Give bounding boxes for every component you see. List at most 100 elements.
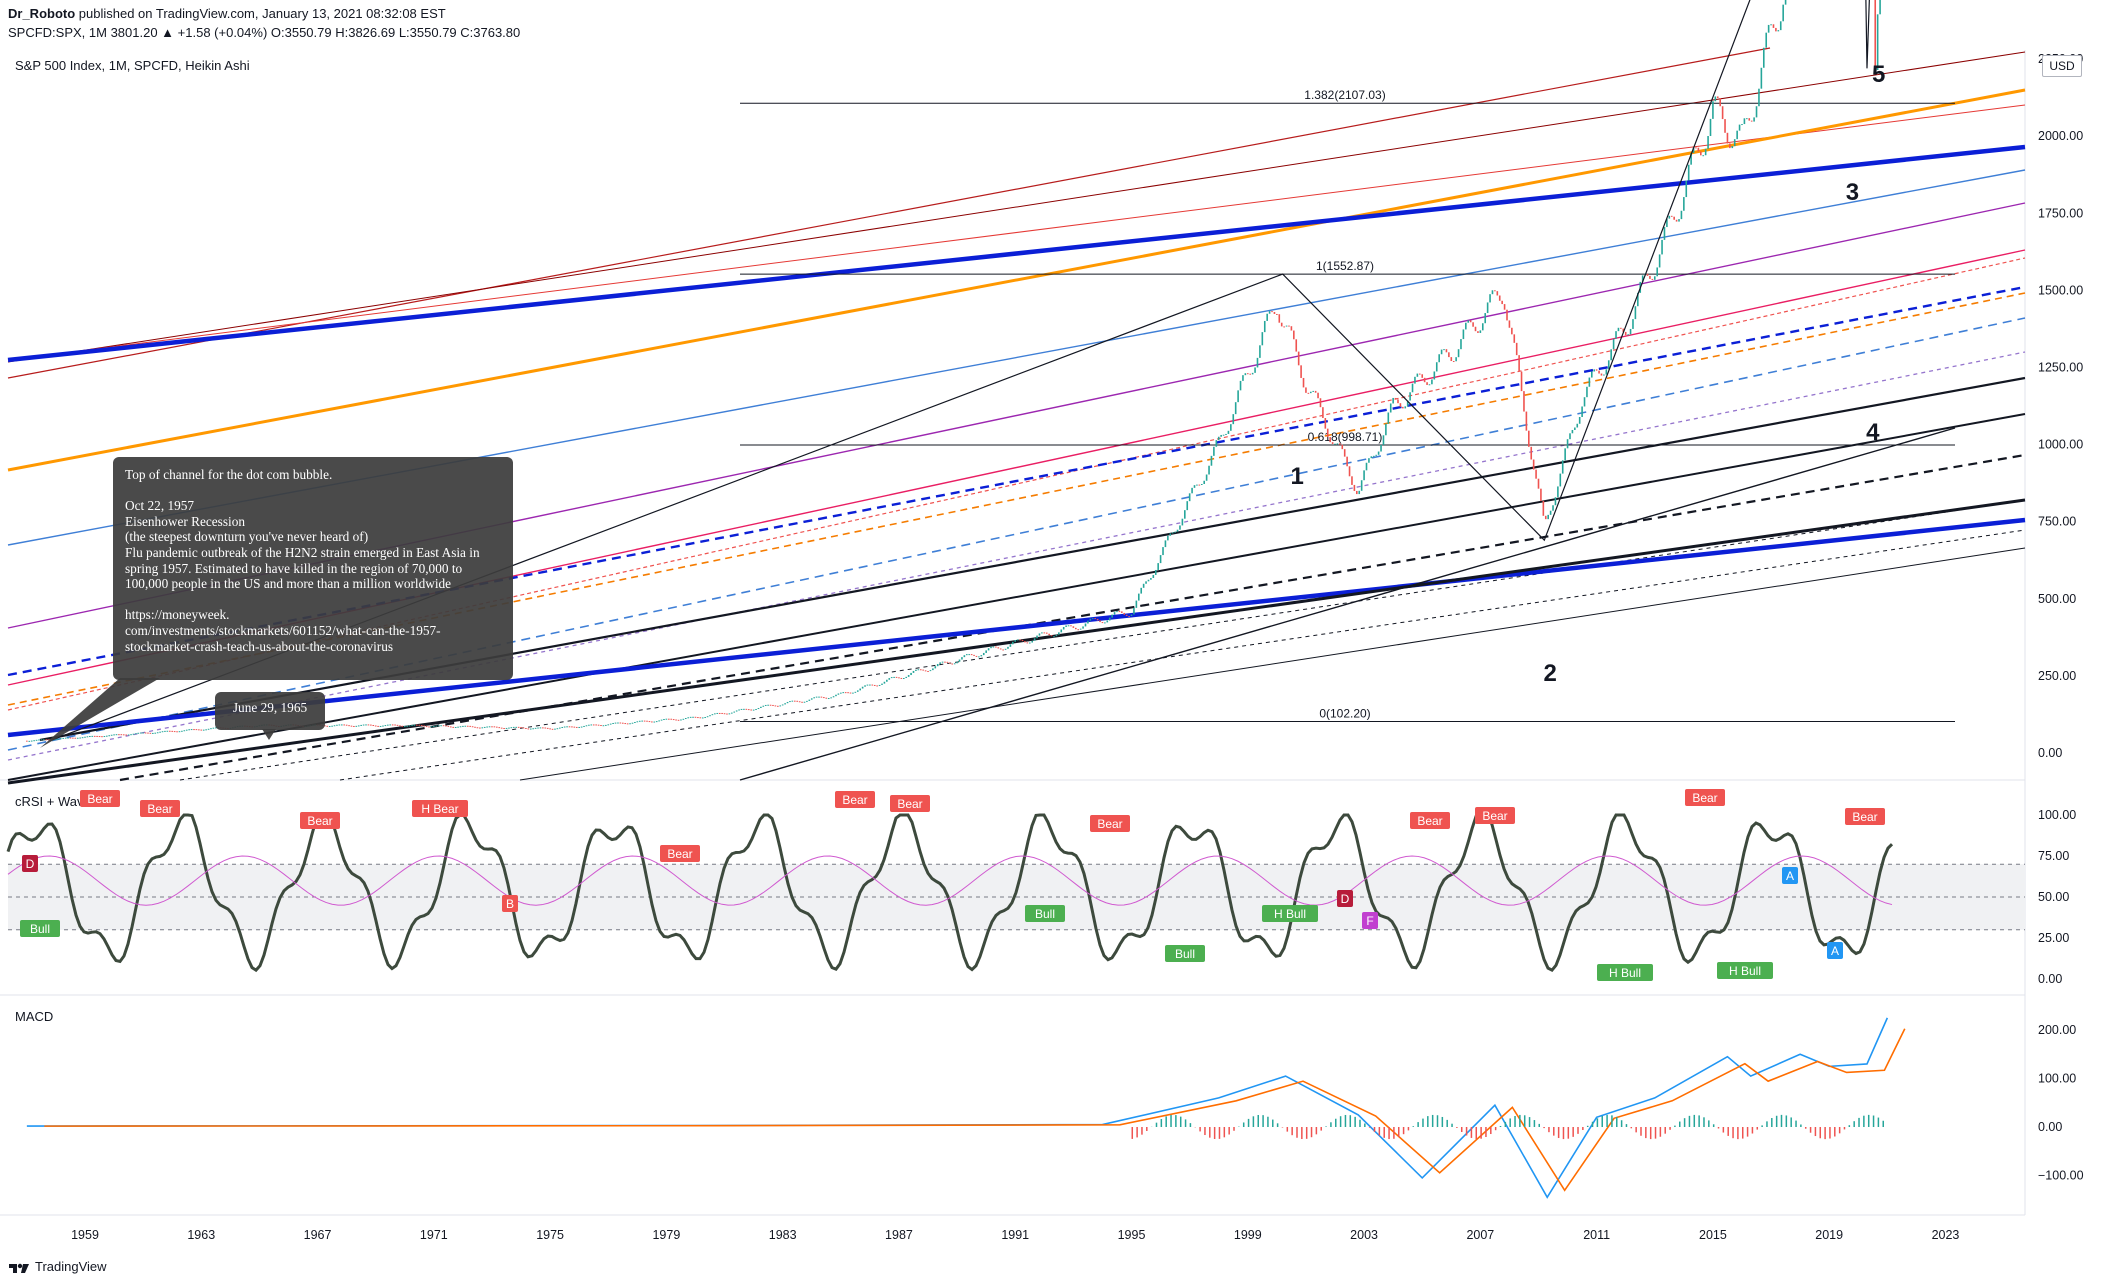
price-candle (895, 676, 898, 678)
price-candle (757, 707, 760, 710)
price-candle (1675, 219, 1678, 222)
price-candle (716, 712, 719, 714)
price-candle (694, 716, 697, 718)
price-candle (399, 725, 401, 727)
chart-title: S&P 500 Index, 1M, SPCFD, Heikin Ashi (15, 58, 250, 73)
macd-bar (1184, 1119, 1187, 1127)
elliott-wave-path (49, 0, 1870, 742)
price-candle (551, 728, 554, 730)
macd-bar (1557, 1127, 1560, 1139)
price-candle (728, 713, 731, 715)
rsi-signal-label: Bull (1175, 947, 1195, 961)
price-candle (1309, 391, 1312, 394)
channel-line (7, 351, 2026, 761)
currency-button[interactable]: USD (2042, 55, 2082, 77)
macd-bar (1848, 1125, 1851, 1127)
price-candle (457, 726, 459, 728)
price-candle (711, 714, 714, 716)
price-candle (479, 727, 481, 729)
macd-bar (1335, 1118, 1337, 1127)
price-candle (1225, 433, 1227, 435)
macd-bar (1528, 1117, 1531, 1127)
price-candle (617, 722, 619, 724)
price-candle (629, 723, 631, 725)
price-candle (1094, 618, 1096, 620)
price-candle (481, 727, 484, 729)
price-candle (1276, 313, 1278, 315)
price-candle (1685, 180, 1688, 198)
price-candle (498, 727, 501, 729)
price-candle (1770, 24, 1772, 26)
macd-bar (1872, 1115, 1875, 1127)
price-candle (772, 704, 774, 706)
price-candle (1060, 629, 1063, 633)
rsi-signal-tag (80, 790, 120, 807)
price-candle (159, 731, 161, 733)
price-candle (936, 663, 939, 667)
callout-note[interactable]: Top of channel for the dot com bubble. O… (113, 457, 513, 680)
price-candle (1164, 540, 1167, 548)
price-candle (1251, 372, 1254, 375)
price-candle (1322, 407, 1324, 419)
time-axis-label: 1999 (1234, 1228, 1262, 1242)
price-candle (1087, 620, 1089, 624)
macd-bar (1640, 1127, 1642, 1136)
macd-signal-line (44, 1028, 1906, 1192)
price-candle (1716, 96, 1719, 98)
price-candle (76, 737, 79, 739)
macd-bar (1538, 1123, 1540, 1127)
author-name[interactable]: Dr_Roboto (8, 6, 76, 21)
price-candle (675, 719, 677, 721)
macd-bar (1577, 1127, 1579, 1134)
macd-bar (1383, 1127, 1385, 1138)
channel-line (339, 529, 2026, 781)
price-candle (878, 684, 881, 686)
price-candle (1028, 642, 1031, 644)
price-candle (786, 701, 789, 704)
price-candle (324, 725, 326, 727)
price-candle (130, 734, 132, 736)
price-candle (515, 726, 518, 728)
price-candle (466, 725, 469, 727)
price-candle (1879, 0, 1881, 15)
price-candle (1593, 369, 1596, 372)
price-candle (1503, 304, 1506, 310)
callout-date[interactable]: June 29, 1965 (215, 692, 325, 730)
price-candle (580, 726, 583, 728)
macd-bar (1131, 1127, 1134, 1139)
macd-bar (1301, 1127, 1303, 1140)
price-candle (1041, 632, 1043, 634)
price-candle (144, 732, 147, 734)
price-candle (118, 734, 120, 736)
price-candle (1612, 338, 1615, 350)
price-candle (326, 725, 329, 727)
price-candle (1075, 627, 1077, 630)
price-candle (1641, 275, 1644, 282)
price-candle (1227, 430, 1230, 434)
price-candle (963, 655, 966, 658)
rsi-signal-label: H Bear (421, 802, 458, 816)
price-candle (1135, 600, 1138, 608)
price-candle (1452, 361, 1455, 363)
rsi-signal-label: Bull (1035, 907, 1055, 921)
price-candle (1259, 345, 1261, 358)
price-candle (1784, 0, 1787, 5)
footer-brand[interactable]: TradingView (8, 1259, 107, 1274)
price-candle (934, 666, 937, 669)
rsi-signal-label: Bear (1692, 791, 1717, 805)
price-candle (1031, 640, 1033, 643)
time-axis-label: 2011 (1583, 1228, 1610, 1242)
price-candle (1402, 406, 1404, 409)
price-candle (1753, 117, 1755, 122)
price-candle (1552, 505, 1554, 511)
price-candle (1295, 339, 1298, 352)
macd-bar (1427, 1116, 1429, 1127)
price-candle (445, 725, 447, 727)
price-candle (1418, 373, 1421, 375)
price-candle (1411, 383, 1414, 393)
price-candle (1101, 622, 1104, 624)
price-candle (1440, 349, 1443, 355)
price-candle (854, 691, 857, 693)
macd-bar (1732, 1127, 1734, 1139)
macd-bar (1664, 1127, 1666, 1134)
